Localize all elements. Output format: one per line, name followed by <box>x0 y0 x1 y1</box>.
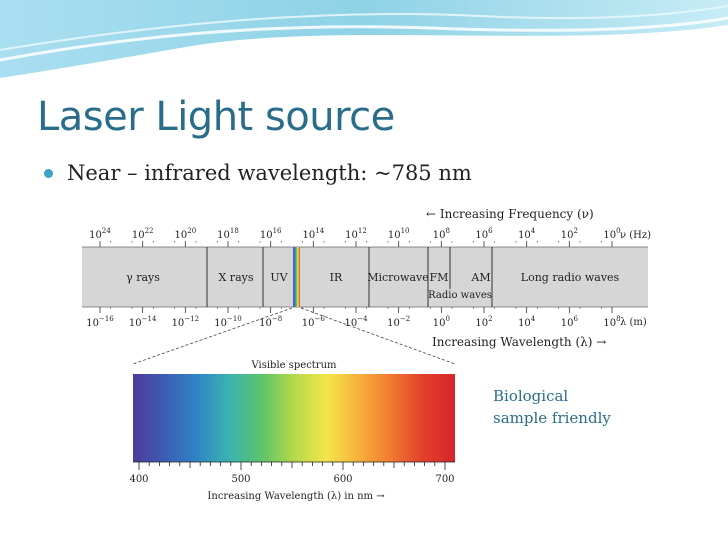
region-am: AM <box>470 271 490 284</box>
frequency-tick-label: 1010 <box>388 227 410 241</box>
wavelength-tick-label: 10−12 <box>172 315 200 329</box>
frequency-tick-label: 104 <box>518 227 536 241</box>
frequency-axis-label: ← Increasing Frequency (ν) <box>426 207 594 221</box>
wavelength-tick-label: 10−4 <box>344 315 368 329</box>
visible-tick-label: 600 <box>333 474 352 485</box>
frequency-tick-label: 100 <box>603 227 620 241</box>
region-long-radio-waves: Long radio waves <box>521 271 620 284</box>
slide-title: Laser Light source <box>37 94 395 140</box>
zoom-line-left <box>132 307 293 365</box>
wavelength-tick-label: 100 <box>433 315 450 329</box>
frequency-tick-label: 1016 <box>260 227 282 241</box>
wavelength-axis-label: Increasing Wavelength (λ) → <box>432 335 606 349</box>
region-x-rays: X rays <box>218 271 253 284</box>
zoom-line-right <box>300 307 456 365</box>
biological-note-line2: sample friendly <box>493 409 611 427</box>
spectrum-band <box>82 247 648 307</box>
wavelength-tick-label: 102 <box>475 315 492 329</box>
region-radio-waves: Radio waves <box>428 290 492 301</box>
frequency-tick-label: 1024 <box>89 227 111 241</box>
wavelength-unit-label: λ (m) <box>620 317 647 328</box>
bullet-text: Near – infrared wavelength: ~785 nm <box>67 161 472 185</box>
wavelength-tick-label: 106 <box>561 315 579 329</box>
region-microwave: Microwave <box>367 271 429 284</box>
visible-tick-label: 700 <box>435 474 454 485</box>
frequency-tick-label: 1014 <box>303 227 325 241</box>
visible-strip <box>293 247 300 307</box>
wavelength-tick-label: 10−14 <box>129 315 157 329</box>
visible-ticks: 400 500 600 700 <box>129 462 455 485</box>
wavelength-tick-label: 10−16 <box>86 315 114 329</box>
em-spectrum-diagram: ← Increasing Frequency (ν) ν (Hz) 1024 10… <box>82 207 651 502</box>
wavelength-tick-label: 10−10 <box>214 315 242 329</box>
wavelength-tick-label: 10−2 <box>387 315 410 329</box>
wavelength-tick-label: 104 <box>518 315 536 329</box>
wavelength-tick-label: 108 <box>603 315 620 329</box>
bullet-item: Near – infrared wavelength: ~785 nm <box>44 158 472 188</box>
visible-axis-label: Increasing Wavelength (λ) in nm → <box>207 491 385 502</box>
frequency-tick-label: 1022 <box>132 227 154 241</box>
visible-tick-label: 400 <box>129 474 148 485</box>
frequency-unit-label: ν (Hz) <box>620 230 651 241</box>
frequency-tick-label: 1020 <box>175 227 197 241</box>
visible-spectrum-bar <box>133 374 455 462</box>
frequency-tick-label: 1012 <box>345 227 367 241</box>
frequency-tick-label: 102 <box>561 227 578 241</box>
visible-tick-label: 500 <box>231 474 250 485</box>
frequency-tick-label: 1018 <box>217 227 239 241</box>
header-swoosh <box>0 0 728 78</box>
region-fm: FM <box>430 271 449 284</box>
wavelength-ticks: 10−16 10−14 10−12 10−10 10−8 10−6 10−4 10−2 100 1… <box>86 307 621 329</box>
region-gamma-rays: γ rays <box>126 271 160 284</box>
region-uv: UV <box>270 271 288 284</box>
biological-note: Biological sample friendly <box>493 385 611 429</box>
visible-spectrum-title: Visible spectrum <box>250 360 337 371</box>
frequency-tick-label: 108 <box>433 227 450 241</box>
frequency-tick-label: 106 <box>475 227 493 241</box>
wavelength-tick-label: 10−8 <box>259 315 282 329</box>
wavelength-tick-label: 10−6 <box>302 315 326 329</box>
frequency-ticks: 1024 1022 1020 1018 1016 1014 1012 1010 108 106 10… <box>89 227 621 247</box>
biological-note-line1: Biological <box>493 387 569 405</box>
region-ir: IR <box>330 271 343 284</box>
bullet-icon <box>44 168 53 178</box>
